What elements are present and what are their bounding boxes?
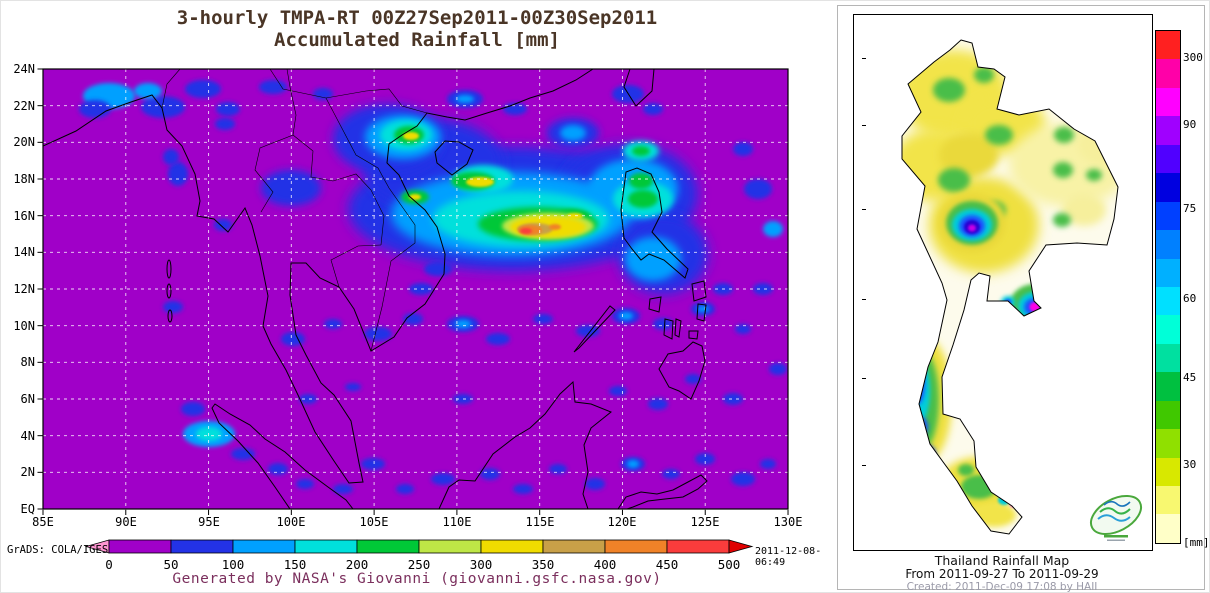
- lon-tick-label: 105E: [359, 515, 389, 529]
- thailand-map-created: Created: 2011-Dec-09 17:08 by HAII: [906, 581, 1098, 593]
- colorbar-segment: [1156, 457, 1180, 486]
- lat-tick-label: EQ: [20, 502, 35, 516]
- country-borders: [161, 69, 428, 352]
- svg-text:250: 250: [408, 557, 431, 572]
- svg-text:150: 150: [284, 557, 307, 572]
- colorbar-segment: [1156, 144, 1180, 174]
- svg-text:400: 400: [594, 557, 617, 572]
- lon-tick-label: 85E: [32, 515, 54, 529]
- thailand-border: [901, 39, 1119, 535]
- colorbar-segment: [1156, 230, 1180, 259]
- colorbar-tick: [862, 209, 866, 210]
- colorbar-segment: [1156, 116, 1180, 145]
- colorbar-tick-label: 45: [1183, 371, 1197, 384]
- colorbar-tick-label: 75: [1183, 202, 1197, 215]
- colorbar-segment: [1156, 173, 1180, 202]
- lat-tick-label: 20N: [13, 135, 35, 149]
- colorbar-segment: [1156, 343, 1180, 373]
- colorbar-tick-label: 30: [1183, 458, 1197, 471]
- svg-text:200: 200: [346, 557, 369, 572]
- giovanni-rainfall-plot: 3-hourly TMPA-RT 00Z27Sep2011-00Z30Sep20…: [1, 1, 833, 592]
- lon-tick-label: 100E: [276, 515, 306, 529]
- svg-text:450: 450: [656, 557, 679, 572]
- lon-tick-label: 115E: [525, 515, 555, 529]
- lat-tick-label: 24N: [13, 62, 35, 76]
- coastlines: [43, 69, 708, 509]
- colorbar-segment: [1156, 286, 1180, 316]
- lat-tick-label: 10N: [13, 319, 35, 333]
- thailand-map-canvas: [901, 39, 1142, 541]
- lon-tick-label: 130E: [773, 515, 803, 529]
- svg-text:100: 100: [222, 557, 245, 572]
- lat-tick-label: 12N: [13, 282, 35, 296]
- colorbar-segment: [1156, 31, 1180, 60]
- colorbar-segment: [1156, 87, 1180, 117]
- thailand-map-period: From 2011-09-27 To 2011-09-29: [905, 567, 1099, 581]
- colorbar-segment: [1156, 258, 1180, 287]
- lon-tick-label: 110E: [442, 515, 472, 529]
- lat-tick-label: 14N: [13, 245, 35, 259]
- haii-logo: [1090, 495, 1142, 541]
- colorbar-segment: [1156, 59, 1180, 88]
- colorbar-tick: [862, 125, 866, 126]
- colorbar-segment: [1156, 372, 1180, 401]
- colorbar-tick-label: 60: [1183, 292, 1197, 305]
- svg-text:0: 0: [105, 557, 113, 572]
- thailand-colorbar: [1155, 30, 1181, 544]
- plot-title-line2: Accumulated Rainfall [mm]: [274, 29, 560, 51]
- lon-tick-label: 120E: [607, 515, 637, 529]
- thailand-map-box: [853, 14, 1153, 551]
- svg-text:300: 300: [470, 557, 493, 572]
- plot-title: 3-hourly TMPA-RT 00Z27Sep2011-00Z30Sep20…: [1, 7, 833, 51]
- thailand-map-title: Thailand Rainfall Map: [934, 553, 1070, 568]
- lon-tick-label: 90E: [115, 515, 137, 529]
- svg-text:500: 500: [718, 557, 741, 572]
- colorbar-tick: [862, 58, 866, 59]
- colorbar-unit-label: [mm]: [1183, 536, 1210, 549]
- generation-timestamp: 2011-12-08-06:49: [755, 546, 822, 568]
- plot-title-line1: 3-hourly TMPA-RT 00Z27Sep2011-00Z30Sep20…: [176, 7, 658, 29]
- lat-tick-label: 2N: [20, 465, 35, 479]
- colorbar-segment: [1156, 400, 1180, 430]
- colorbar-tick: [862, 299, 866, 300]
- lat-tick-label: 18N: [13, 172, 35, 186]
- svg-text:50: 50: [163, 557, 178, 572]
- lat-tick-label: 4N: [20, 429, 35, 443]
- colorbar-segment: [1156, 429, 1180, 458]
- rainfall-map-canvas: [37, 68, 789, 515]
- lat-lon-gridlines: [43, 69, 788, 509]
- grads-version-label: GrADS: COLA/IGES: [7, 544, 109, 556]
- lat-tick-label: 8N: [20, 355, 35, 369]
- lat-tick-label: 16N: [13, 209, 35, 223]
- axis-ticks: [37, 68, 789, 515]
- giovanni-credit: Generated by NASA's Giovanni (giovanni.g…: [172, 571, 662, 587]
- colorbar-tick-label: 90: [1183, 118, 1197, 131]
- thailand-colorbar-labels: 300 90 75 60 45 30 [mm]: [1183, 30, 1209, 550]
- svg-text:350: 350: [532, 557, 555, 572]
- colorbar-tick: [862, 378, 866, 379]
- lon-tick-label: 95E: [198, 515, 220, 529]
- colorbar-tick: [862, 465, 866, 466]
- thailand-rainfall-panel: 300 90 75 60 45 30 [mm] Thailand Rainfall Map …: [837, 5, 1209, 593]
- lat-tick-label: 6N: [20, 392, 35, 406]
- rainfall-colorbar: 0 50 100 150 200 250 300 350 400 450 500: [85, 539, 754, 572]
- colorbar-segment: [1156, 514, 1180, 543]
- colorbar-segment: [1156, 315, 1180, 344]
- colorbar-segment: [1156, 201, 1180, 231]
- lat-tick-label: 22N: [13, 99, 35, 113]
- lon-tick-label: 125E: [690, 515, 720, 529]
- colorbar-tick-label: 300: [1183, 51, 1203, 64]
- colorbar-segment: [1156, 486, 1180, 515]
